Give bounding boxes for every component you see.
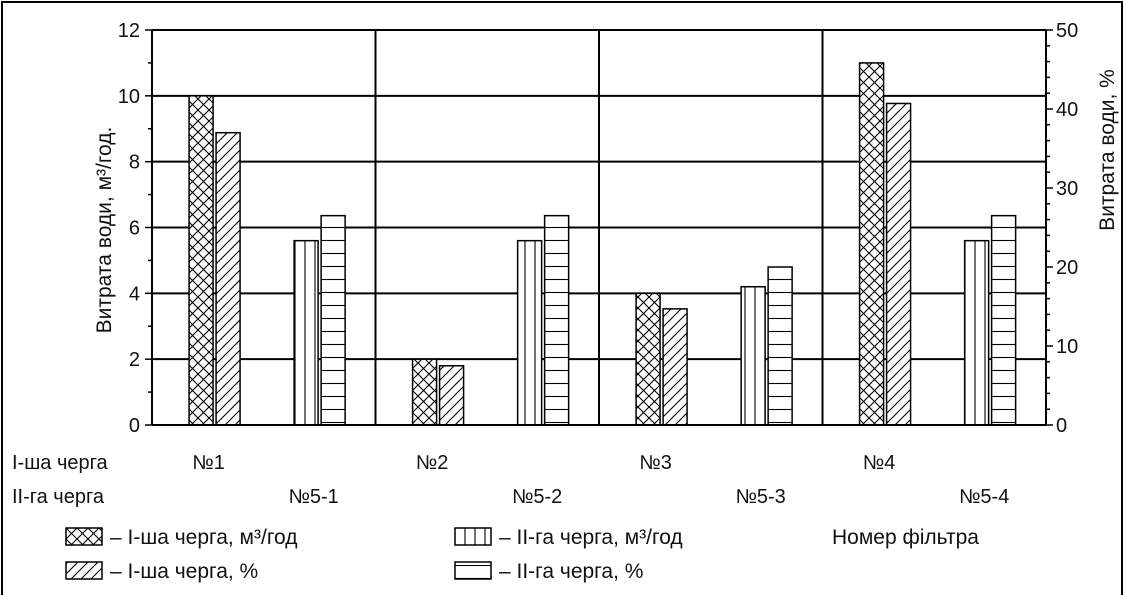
y-tick-label-right: 20 xyxy=(1056,257,1078,279)
bar-m3 xyxy=(293,239,319,426)
x-axis-label: Номер фільтра xyxy=(832,526,979,549)
bar-pct xyxy=(885,102,912,426)
bar-pct xyxy=(767,266,793,426)
axes xyxy=(145,29,1053,426)
bar-pct xyxy=(662,308,688,426)
legend-label: – ІІ-га черга, % xyxy=(499,560,643,583)
y-axis-label-left: Витрата води, м³/год. xyxy=(93,126,116,334)
legend: – І-ша черга, м³/год – І-ша черга, % – ІІ-… xyxy=(65,526,683,583)
legend-swatch xyxy=(65,561,103,580)
y-tick-label-right: 10 xyxy=(1056,336,1078,358)
legend-swatch xyxy=(65,527,103,546)
bar-m3 xyxy=(858,62,885,426)
bar-m3 xyxy=(188,95,214,426)
x-category-label: №1 xyxy=(192,452,225,474)
x-category-label: №3 xyxy=(639,452,672,474)
y-axis-label-right: Витрата води, % xyxy=(1096,69,1119,231)
y-tick-label-left: 0 xyxy=(129,415,140,437)
bar-m3 xyxy=(635,292,661,426)
legend-swatch xyxy=(454,561,492,580)
y-tick-label-left: 12 xyxy=(118,20,140,42)
bar-m3 xyxy=(963,239,990,426)
bar-pct xyxy=(215,131,241,426)
y-tick-label-left: 8 xyxy=(129,152,140,174)
bar-pct xyxy=(320,214,346,426)
x-category-label: №5-4 xyxy=(959,486,1009,508)
y-tick-label-right: 50 xyxy=(1056,20,1078,42)
y-tick-label-left: 4 xyxy=(129,283,140,305)
legend-swatch xyxy=(454,527,492,546)
bar-pct xyxy=(543,214,570,426)
bar-m3 xyxy=(516,239,543,426)
legend-label: – І-ша черга, м³/год xyxy=(110,526,297,549)
x-category-label: №5-1 xyxy=(288,486,338,508)
bar-m3 xyxy=(740,286,766,426)
y-tick-label-right: 40 xyxy=(1056,99,1078,121)
x-category-label: №5-3 xyxy=(735,486,785,508)
grid xyxy=(152,29,1046,426)
legend-label: – ІІ-га черга, м³/год xyxy=(499,526,683,549)
y-tick-label-left: 6 xyxy=(129,218,140,240)
row-label-second: ІІ-га черга xyxy=(12,486,105,508)
x-category-label: №5-2 xyxy=(512,486,562,508)
x-category-label: №2 xyxy=(416,452,449,474)
y-tick-label-left: 2 xyxy=(129,349,140,371)
y-tick-label-right: 0 xyxy=(1056,415,1067,437)
bars xyxy=(188,62,1017,426)
bar-pct xyxy=(990,214,1017,426)
row-label-first: І-ша черга xyxy=(12,452,108,474)
y-tick-label-right: 30 xyxy=(1056,178,1078,200)
bar-m3 xyxy=(411,358,438,426)
legend-label: – І-ша черга, % xyxy=(110,560,258,583)
x-labels: №1 №5-1 №2 №5-2 №3 №5-3 №4 №5-4 І-ша черга ІІ-га … xyxy=(12,452,1009,549)
tick-labels: 0 2 4 6 8 10 12 0 10 20 30 40 50 xyxy=(118,20,1079,437)
x-category-label: №4 xyxy=(863,452,896,474)
y-tick-label-left: 10 xyxy=(118,86,140,108)
bar-pct xyxy=(438,365,465,426)
